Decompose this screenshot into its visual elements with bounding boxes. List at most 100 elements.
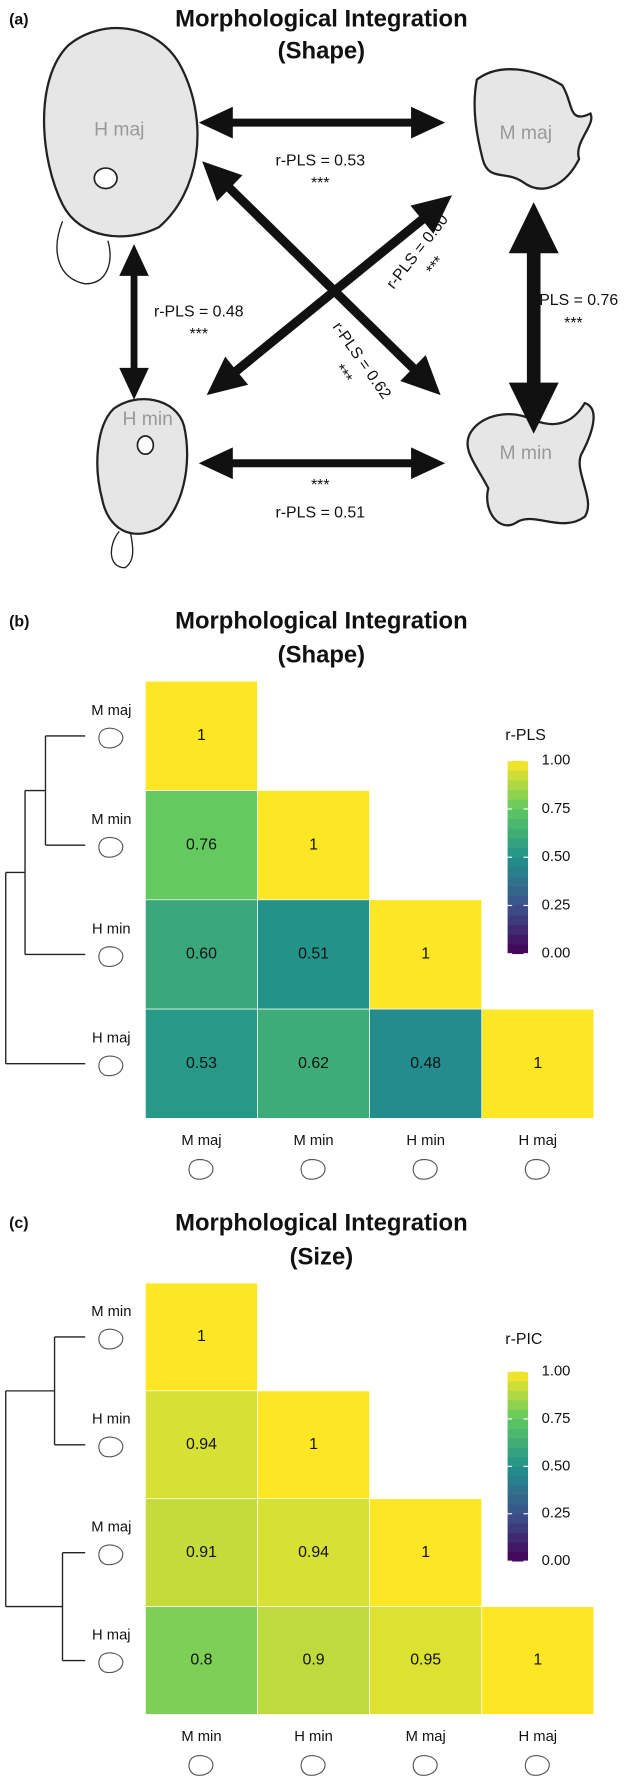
icon: [188, 1158, 214, 1180]
colorbar-step: [507, 857, 529, 868]
cell-label: 0.60: [186, 946, 217, 963]
colorbar-step: [507, 770, 529, 781]
icon: [412, 1755, 438, 1776]
cell-label: 1: [309, 836, 318, 853]
shape-m-maj: [473, 68, 593, 190]
panel-label: (c): [9, 1215, 28, 1232]
cell-label: 1: [197, 1328, 206, 1345]
icon: [98, 946, 124, 967]
column-label: M min: [181, 1729, 221, 1745]
heatmap-cell: [257, 1498, 370, 1607]
icon: [300, 1755, 326, 1776]
eye: [136, 435, 155, 456]
cell-label: 1: [197, 727, 206, 744]
row-label: M min: [91, 1304, 131, 1320]
edge-label: r-PLS = 0.62: [329, 319, 394, 402]
colorbar-step: [507, 1494, 529, 1505]
column-label: H maj: [519, 1133, 558, 1149]
colorbar-label: 0.25: [542, 897, 571, 913]
heatmap-cell: [257, 1390, 370, 1500]
colorbar-step: [507, 828, 529, 839]
arrow: [508, 202, 559, 434]
column-label: H min: [294, 1729, 333, 1745]
heatmap-cell: [369, 1008, 483, 1119]
heatmap-cell: [257, 1008, 370, 1119]
colorbar-step: [507, 866, 529, 877]
colorbar-step: [507, 760, 529, 771]
shape-beak: [56, 221, 111, 285]
icon: [98, 1652, 124, 1673]
heatmap-cell: [481, 1606, 595, 1715]
row-label: H maj: [92, 1627, 131, 1643]
column-label: M min: [293, 1133, 333, 1149]
row-label: M maj: [91, 703, 131, 719]
arrows: [119, 106, 559, 480]
arrow: [119, 244, 149, 400]
icon: [188, 1755, 214, 1776]
colorbar-step: [507, 1475, 529, 1486]
colorbar-step: [507, 789, 529, 800]
node-label: M min: [499, 443, 552, 464]
edge-stars: ***: [311, 477, 330, 494]
node-label: M maj: [499, 123, 552, 144]
heatmap-cell: [145, 680, 258, 791]
colorbar-step: [507, 915, 529, 926]
colorbar-step: [507, 1523, 529, 1534]
shape-h-min: [96, 398, 189, 535]
colorbar-step: [507, 924, 529, 935]
colorbar-step: [507, 944, 529, 955]
icon: [524, 1158, 550, 1180]
colorbar-step: [507, 1513, 529, 1524]
arrow: [202, 161, 441, 396]
heatmap-cell: [369, 899, 483, 1010]
colorbar-step: [507, 1371, 529, 1382]
row-label: M maj: [91, 1520, 131, 1536]
title: Morphological Integration: [175, 608, 468, 635]
node-label: H min: [122, 409, 172, 430]
edge-label: r-PLS = 0.51: [275, 504, 365, 521]
icon: [98, 727, 124, 749]
node-label: H maj: [94, 120, 144, 141]
subtitle: (Shape): [278, 642, 365, 669]
colorbar-step: [507, 1400, 529, 1410]
shape-h-maj: [42, 26, 199, 238]
colorbar-step: [507, 1542, 529, 1553]
colorbar-step: [507, 905, 529, 916]
eye: [93, 167, 118, 190]
colorbar-step: [507, 1532, 529, 1543]
cell-label: 0.62: [298, 1055, 329, 1072]
edge-stars: ***: [564, 315, 583, 332]
heatmap-cell: [257, 1606, 370, 1715]
colorbar-step: [507, 1418, 529, 1429]
arrow: [206, 195, 452, 396]
cell-label: 0.76: [186, 836, 217, 853]
icon: [300, 1158, 326, 1180]
colorbar-step: [507, 1504, 529, 1515]
edge-label: r-PLS = 0.48: [154, 303, 244, 320]
colorbar-label: 0.00: [542, 946, 571, 962]
cell-label: 1: [421, 946, 430, 963]
colorbar-step: [507, 847, 529, 858]
cell-label: 0.51: [298, 946, 329, 963]
colorbar-step: [507, 780, 529, 791]
colorbar-label: 0.25: [542, 1506, 571, 1522]
colorbar-step: [507, 1381, 529, 1391]
legend-title: r-PLS: [505, 727, 546, 744]
colorbar-label: 0.75: [542, 801, 571, 817]
edge-label: r-PLS = 0.53: [275, 152, 365, 169]
panel-label: (a): [9, 12, 28, 29]
colorbar-step: [507, 1466, 529, 1477]
edge-stars: ***: [189, 326, 208, 343]
colorbar-step: [507, 895, 529, 906]
heatmap-cell: [369, 1606, 483, 1715]
heatmap-cell: [145, 1498, 258, 1607]
shape-beak: [110, 530, 134, 569]
cell-label: 1: [533, 1055, 542, 1072]
arrow: [198, 106, 446, 139]
cell-label: 0.95: [410, 1652, 441, 1669]
cell-label: 0.53: [186, 1055, 217, 1072]
cell-label: 0.91: [186, 1544, 217, 1561]
heatmap-cell: [257, 790, 370, 901]
colorbar-step: [507, 837, 529, 848]
title: Morphological Integration: [175, 1209, 468, 1236]
